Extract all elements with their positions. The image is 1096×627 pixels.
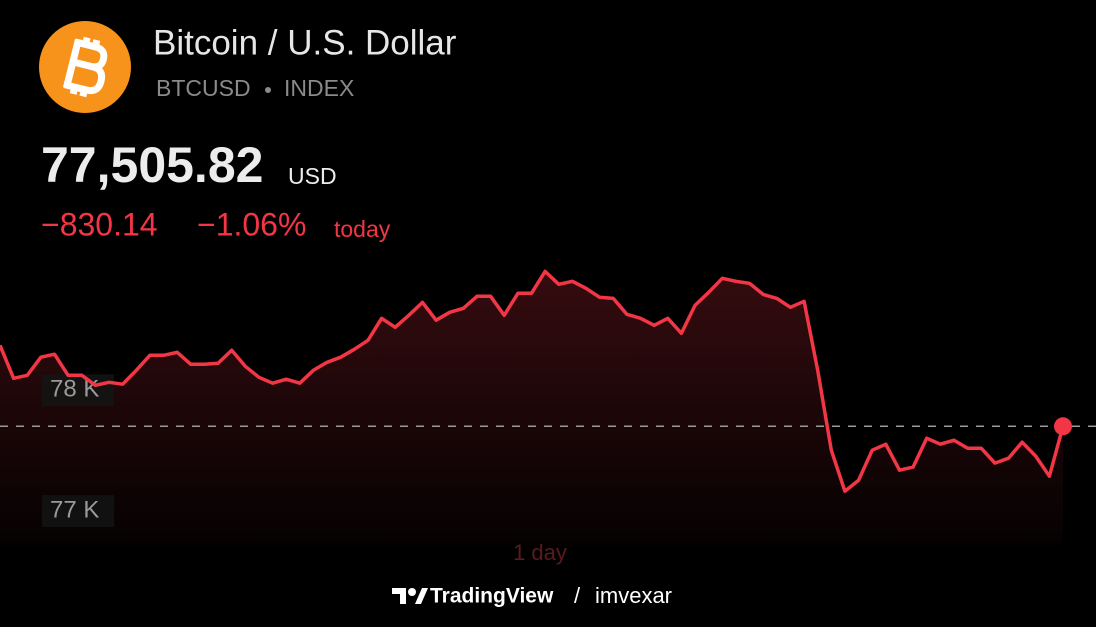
currency: USD xyxy=(288,163,337,189)
price-line xyxy=(0,269,1065,493)
brand: TradingView xyxy=(430,585,554,608)
bitcoin-logo xyxy=(39,21,131,113)
y-tick-background xyxy=(42,374,114,407)
change: −830.14 xyxy=(41,206,158,242)
tradingview-logo xyxy=(392,588,428,604)
change-percent: −1.06% xyxy=(197,206,306,242)
last-price-dot xyxy=(1054,417,1072,436)
author: imvexar xyxy=(595,583,672,608)
x-axis-label: 1 day xyxy=(513,540,567,565)
footer-separator: / xyxy=(574,583,581,608)
price: 77,505.82 xyxy=(41,137,263,193)
title: Bitcoin / U.S. Dollar xyxy=(153,23,457,62)
period: today xyxy=(334,216,391,242)
y-tick-label: 77 K xyxy=(50,496,99,523)
plot-area: 77 K 78 K xyxy=(0,269,1096,545)
area-fill xyxy=(0,271,1063,545)
separator-dot xyxy=(265,87,271,93)
y-tick-label: 78 K xyxy=(50,376,99,403)
exchange: INDEX xyxy=(284,75,354,101)
symbol: BTCUSD xyxy=(156,75,251,101)
y-tick-background xyxy=(42,495,114,528)
